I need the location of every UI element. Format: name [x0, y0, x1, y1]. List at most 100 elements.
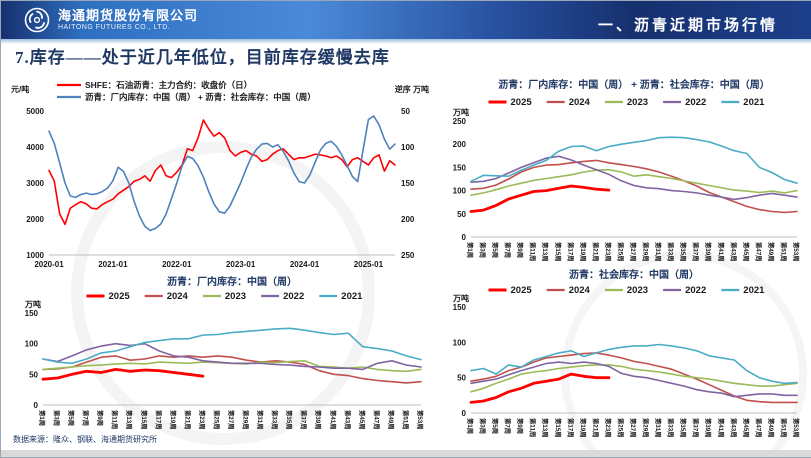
- chart-price-vs-total-inventory: 元/吨 逆序 万吨 SHFE：石油沥青：主力合约：收盘价（日） 沥青：厂内库存：中国（…: [9, 79, 431, 271]
- x-tick: 第53周: [416, 410, 425, 430]
- series-line-2025: [469, 372, 611, 404]
- x-tick: 第41周: [329, 410, 338, 430]
- y-tick: 50: [457, 210, 466, 219]
- y-tick: 250: [453, 117, 467, 126]
- x-tick: 第27周: [227, 410, 236, 430]
- y-tick-right: 200: [401, 215, 415, 224]
- y-tick: 150: [25, 309, 39, 318]
- company-name: 海通期货股份有限公司 HAITONG FUTURES CO., LTD.: [58, 7, 199, 32]
- series-line-2021: [470, 343, 798, 385]
- y-tick: 0: [34, 401, 39, 410]
- x-tick: 2024-01: [290, 260, 320, 269]
- x-tick: 第25周: [617, 418, 626, 438]
- x-tick: 第41周: [717, 242, 726, 262]
- y-tick: 50: [457, 374, 466, 383]
- left-axis-unit: 万吨: [452, 293, 469, 303]
- x-tick: 第13周: [125, 410, 134, 430]
- legend-label-2024: 2024: [569, 97, 591, 108]
- x-tick: 第25周: [213, 410, 222, 430]
- x-tick: 第9周: [96, 410, 105, 426]
- x-tick: 第11周: [111, 410, 120, 429]
- x-tick: 第11周: [529, 242, 538, 261]
- legend-label-2025: 2025: [109, 291, 131, 302]
- x-tick: 第31周: [654, 242, 663, 262]
- x-tick: 第31周: [256, 410, 265, 430]
- x-tick: 第43周: [729, 242, 738, 262]
- legend-label-2023: 2023: [627, 97, 648, 108]
- series-line-SHFE：石油沥青：主力合约：收盘价（日）: [48, 119, 396, 226]
- right-axis-unit: 逆序 万吨: [395, 84, 429, 94]
- x-tick: 2023-01: [226, 260, 256, 269]
- x-tick: 第37周: [692, 418, 701, 438]
- x-tick: 第51周: [402, 410, 411, 430]
- x-tick: 第25周: [617, 242, 626, 262]
- x-tick: 第21周: [183, 410, 192, 430]
- legend-label-2024: 2024: [569, 285, 591, 296]
- x-tick: 第17周: [566, 418, 575, 438]
- x-tick: 第5周: [67, 410, 76, 426]
- series-line-2023: [470, 168, 798, 196]
- bottom-strip: [1, 450, 811, 457]
- left-axis-unit: 元/吨: [11, 84, 29, 94]
- x-tick: 第1周: [38, 410, 47, 426]
- series-line-2024: [42, 355, 422, 384]
- x-tick: 第45周: [358, 410, 367, 430]
- x-tick: 第49周: [767, 242, 776, 262]
- y-tick: 200: [453, 140, 467, 149]
- x-tick: 第53周: [792, 418, 801, 438]
- x-tick: 第11周: [529, 418, 538, 437]
- y-tick: 0: [462, 409, 467, 418]
- logo-block: 海通期货股份有限公司 HAITONG FUTURES CO., LTD.: [23, 6, 198, 34]
- x-tick: 2025-01: [354, 260, 384, 269]
- y-tick: 100: [25, 340, 39, 349]
- x-tick: 第21周: [591, 242, 600, 262]
- legend-label-2021: 2021: [743, 285, 765, 296]
- series-line-2022: [470, 155, 798, 201]
- x-tick: 第39周: [314, 410, 323, 430]
- haitong-logo-icon: [24, 7, 50, 33]
- x-tick: 第45周: [742, 242, 751, 262]
- x-tick: 第43周: [343, 410, 352, 430]
- series-line-2023: [42, 360, 422, 373]
- x-tick: 第17周: [566, 242, 575, 262]
- x-tick: 第7周: [82, 410, 91, 426]
- x-tick: 第13周: [541, 242, 550, 262]
- x-tick: 第47周: [754, 418, 763, 438]
- y-tick-right: 150: [401, 179, 415, 188]
- y-tick: 100: [453, 338, 467, 347]
- data-source: 数据来源：隆众、钢联、海通期货研究所: [13, 435, 157, 444]
- left-axis-unit: 万吨: [452, 107, 469, 117]
- y-tick: 4000: [26, 143, 44, 152]
- header-bar: 海通期货股份有限公司 HAITONG FUTURES CO., LTD. 一、沥…: [1, 1, 811, 39]
- y-tick: 1000: [26, 251, 44, 260]
- x-tick: 第27周: [629, 242, 638, 262]
- x-tick: 第23周: [604, 418, 613, 438]
- section-banner-title: 一、沥青近期市场行情: [597, 17, 778, 34]
- x-tick: 第37周: [692, 242, 701, 262]
- page-title: 7.库存——处于近几年低位，目前库存缓慢去库: [15, 48, 390, 67]
- x-tick: 第51周: [780, 242, 789, 262]
- x-tick: 第47周: [754, 242, 763, 262]
- chart-total-inventory-weekly: 沥青：厂内库存：中国（周） + 沥青：社会库存：中国（周） 万吨 2025 2024 2…: [437, 75, 807, 273]
- series-line-2021: [470, 136, 798, 184]
- x-tick: 第9周: [516, 242, 525, 258]
- x-tick: 第21周: [591, 418, 600, 438]
- y-tick: 50: [29, 370, 38, 379]
- series-line-2024: [470, 159, 798, 214]
- x-tick: 第19周: [169, 410, 178, 430]
- x-tick: 第27周: [629, 418, 638, 438]
- series-line-2021: [42, 327, 422, 365]
- series-line-2025: [469, 184, 611, 213]
- x-tick: 第23周: [198, 410, 207, 430]
- x-tick: 第9周: [516, 418, 525, 434]
- x-tick: 第39周: [704, 418, 713, 438]
- x-tick: 第19周: [579, 418, 588, 438]
- x-tick: 第33周: [667, 418, 676, 438]
- x-tick: 第41周: [717, 418, 726, 438]
- x-tick: 第33周: [667, 242, 676, 262]
- header-gradient-strip: [1, 39, 811, 44]
- company-name-cn: 海通期货股份有限公司: [58, 7, 199, 23]
- x-tick: 第35周: [285, 410, 294, 430]
- legend-label-2024: 2024: [167, 291, 189, 302]
- legend-label-2023: 2023: [225, 291, 246, 302]
